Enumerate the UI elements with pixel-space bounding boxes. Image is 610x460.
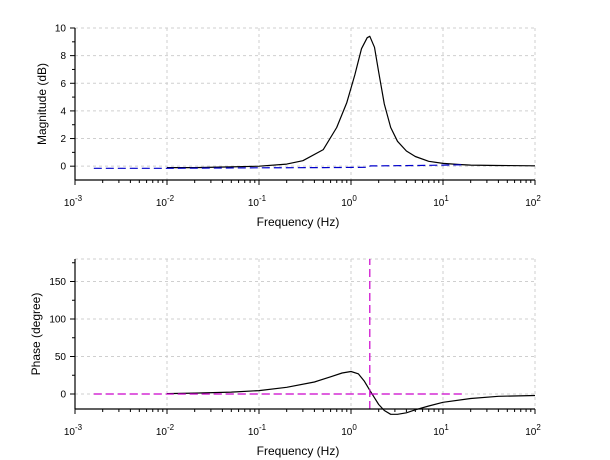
series-line-1: [93, 164, 462, 169]
y-tick-label: 150: [49, 277, 66, 288]
panel-phase: 10-3 10-2 10-1 100 101 102 0 50 100 150 Frequency …: [29, 258, 541, 458]
x-tick-label: 10-3: [64, 194, 83, 209]
x-tick-label: 10-3: [64, 423, 83, 438]
y-tick-label: 4: [60, 106, 66, 117]
x-tick-label: 100: [341, 194, 357, 209]
x-axis-label: Frequency (Hz): [257, 444, 340, 458]
series-line-0: [167, 35, 536, 169]
y-tick-label: 0: [60, 162, 66, 173]
y-tick-label: 100: [49, 315, 66, 326]
y-tick-label: 6: [60, 79, 66, 90]
x-tick-label: 101: [433, 194, 449, 209]
y-axis-label: Phase (degree): [29, 293, 43, 376]
x-tick-label: 10-2: [156, 194, 175, 209]
x-tick-label: 100: [341, 423, 357, 438]
y-axis-label: Magnitude (dB): [35, 63, 49, 145]
x-tick-label: 102: [525, 194, 541, 209]
x-tick-label: 102: [525, 423, 541, 438]
x-axis-label: Frequency (Hz): [257, 215, 340, 229]
x-tick-label: 101: [433, 423, 449, 438]
y-tick-label: 10: [55, 24, 67, 35]
x-tick-label: 10-1: [248, 423, 267, 438]
panel-magnitude: 10-3 10-2 10-1 100 101 102 0 2 4 6 8 10 Frequency (H…: [35, 24, 541, 230]
y-tick-label: 2: [60, 134, 66, 145]
y-tick-label: 0: [60, 390, 66, 401]
y-tick-label: 50: [55, 352, 67, 363]
x-tick-label: 10-1: [248, 194, 267, 209]
y-tick-label: 8: [60, 51, 66, 62]
x-tick-label: 10-2: [156, 423, 175, 438]
